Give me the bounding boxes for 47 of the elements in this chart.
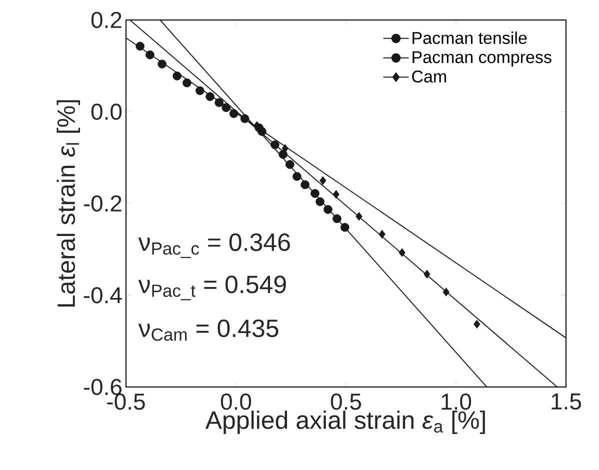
- point: [474, 320, 480, 329]
- point: [182, 78, 192, 88]
- point: [286, 160, 294, 169]
- legend-label: Pacman tensile: [412, 32, 527, 44]
- y-tick-label: -0.6: [84, 378, 122, 396]
- point: [332, 214, 342, 224]
- annotation: ν$_{Pac_t}$ = 0.549: [138, 276, 286, 300]
- point: [292, 172, 302, 181]
- point: [378, 230, 386, 239]
- point: [398, 248, 406, 257]
- y-tick-label: -0.4: [84, 287, 122, 304]
- point: [310, 189, 320, 198]
- x-tick-label: 1.5: [552, 394, 582, 410]
- point: [300, 180, 310, 190]
- point: [332, 190, 340, 199]
- point: [206, 92, 214, 102]
- annotation: ν$_{Pac_c}$ = 0.346: [138, 233, 290, 258]
- point: [158, 60, 166, 68]
- legend-label: Cam: [412, 70, 446, 83]
- point: [229, 109, 238, 118]
- point: [278, 150, 288, 159]
- y-tick-label: 0.2: [91, 12, 122, 28]
- point: [172, 72, 182, 80]
- point: [442, 288, 450, 296]
- y-tick-label: 0.0: [91, 104, 122, 120]
- point: [240, 114, 250, 124]
- x-tick-label: 0.5: [330, 394, 362, 410]
- y-tick-label: -0.2: [84, 195, 122, 212]
- legend-label: Pacman compress: [412, 51, 552, 67]
- point: [320, 176, 326, 185]
- x-axis-title: Applied axial strain ε$_{a}$ [%]: [205, 410, 485, 434]
- point: [340, 222, 350, 232]
- point: [270, 140, 280, 150]
- x-tick-label: 0.0: [220, 394, 252, 410]
- point: [214, 98, 224, 107]
- point: [222, 103, 230, 112]
- point: [136, 42, 144, 51]
- x-tick-label: 1.0: [442, 394, 472, 410]
- point: [196, 86, 204, 96]
- point: [424, 270, 430, 279]
- point: [324, 205, 332, 214]
- point: [146, 50, 154, 60]
- annotation: ν$_{Cam}$ = 0.435: [138, 319, 278, 341]
- x-tick-label: -0.5: [107, 394, 145, 410]
- y-axis-title: Lateral strain ε$_{l}$ [%]: [56, 100, 80, 307]
- point: [316, 197, 324, 206]
- point: [356, 212, 362, 221]
